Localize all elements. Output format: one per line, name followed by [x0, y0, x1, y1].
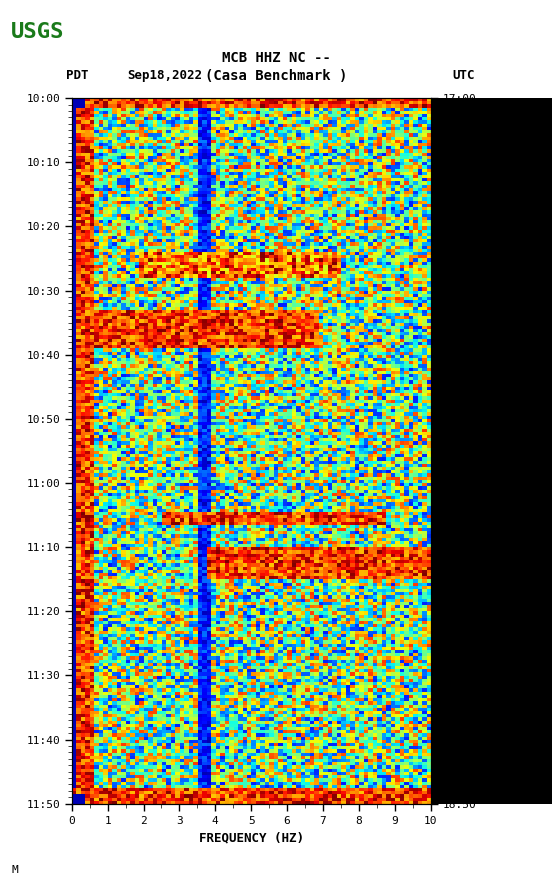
Text: USGS: USGS: [11, 22, 65, 42]
Text: MCB HHZ NC --: MCB HHZ NC --: [221, 51, 331, 65]
X-axis label: FREQUENCY (HZ): FREQUENCY (HZ): [199, 831, 304, 844]
Text: UTC: UTC: [453, 70, 475, 82]
Text: PDT: PDT: [66, 70, 89, 82]
Text: Sep18,2022: Sep18,2022: [127, 70, 202, 82]
Text: M: M: [11, 865, 18, 875]
Text: (Casa Benchmark ): (Casa Benchmark ): [205, 69, 347, 83]
